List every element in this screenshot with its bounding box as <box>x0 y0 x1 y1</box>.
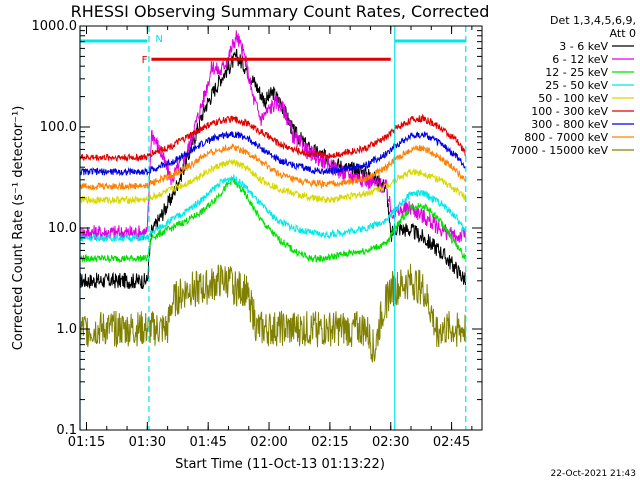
x-tick-label: 01:30 <box>129 435 166 450</box>
legend-entry-label: 12 - 25 keV <box>545 66 608 79</box>
x-tick-label: 01:45 <box>189 435 226 450</box>
plot-frame <box>79 25 483 431</box>
legend-header: Det 1,3,4,5,6,9, <box>550 14 636 27</box>
series-line <box>79 177 466 264</box>
chart-title: RHESSI Observing Summary Count Rates, Co… <box>71 2 490 21</box>
y-axis-label: Corrected Count Rate (s⁻¹ detector⁻¹) <box>11 106 26 351</box>
timestamp: 22-Oct-2021 21:43 <box>551 469 636 479</box>
legend-entry-label: 3 - 6 keV <box>559 40 608 53</box>
legend-entry-label: 300 - 800 keV <box>531 118 608 131</box>
flag-bar-label: F <box>142 55 148 66</box>
x-tick-label: 02:00 <box>250 435 287 450</box>
series-line <box>79 263 466 363</box>
x-tick-label: 02:30 <box>372 435 409 450</box>
legend-header: Att 0 <box>610 27 636 40</box>
legend-entry-label: 7000 - 15000 keV <box>510 144 608 157</box>
legend-entry-label: 50 - 100 keV <box>538 92 608 105</box>
legend-entry-label: 25 - 50 keV <box>545 79 608 92</box>
y-tick-label: 100.0 <box>40 120 77 135</box>
series-line <box>79 48 466 290</box>
series-line <box>79 158 466 205</box>
legend-entry-label: 100 - 300 keV <box>531 105 608 118</box>
y-tick-label: 10.0 <box>48 221 77 236</box>
series-line <box>79 113 466 163</box>
y-tick-label: 0.1 <box>56 423 77 438</box>
series-line <box>79 143 466 192</box>
x-tick-label: 02:45 <box>433 435 470 450</box>
flag-mark-label: N <box>155 34 162 45</box>
series-line <box>79 174 466 243</box>
legend-entry-label: 800 - 7000 keV <box>524 131 608 144</box>
series-line <box>79 130 466 177</box>
y-tick-label: 1000.0 <box>32 19 78 34</box>
x-tick-label: 01:15 <box>68 435 105 450</box>
x-tick-label: 02:15 <box>311 435 348 450</box>
legend-entry-label: 6 - 12 keV <box>552 53 608 66</box>
x-axis-label: Start Time (11-Oct-13 01:13:22) <box>175 457 385 472</box>
y-tick-label: 1.0 <box>56 322 77 337</box>
